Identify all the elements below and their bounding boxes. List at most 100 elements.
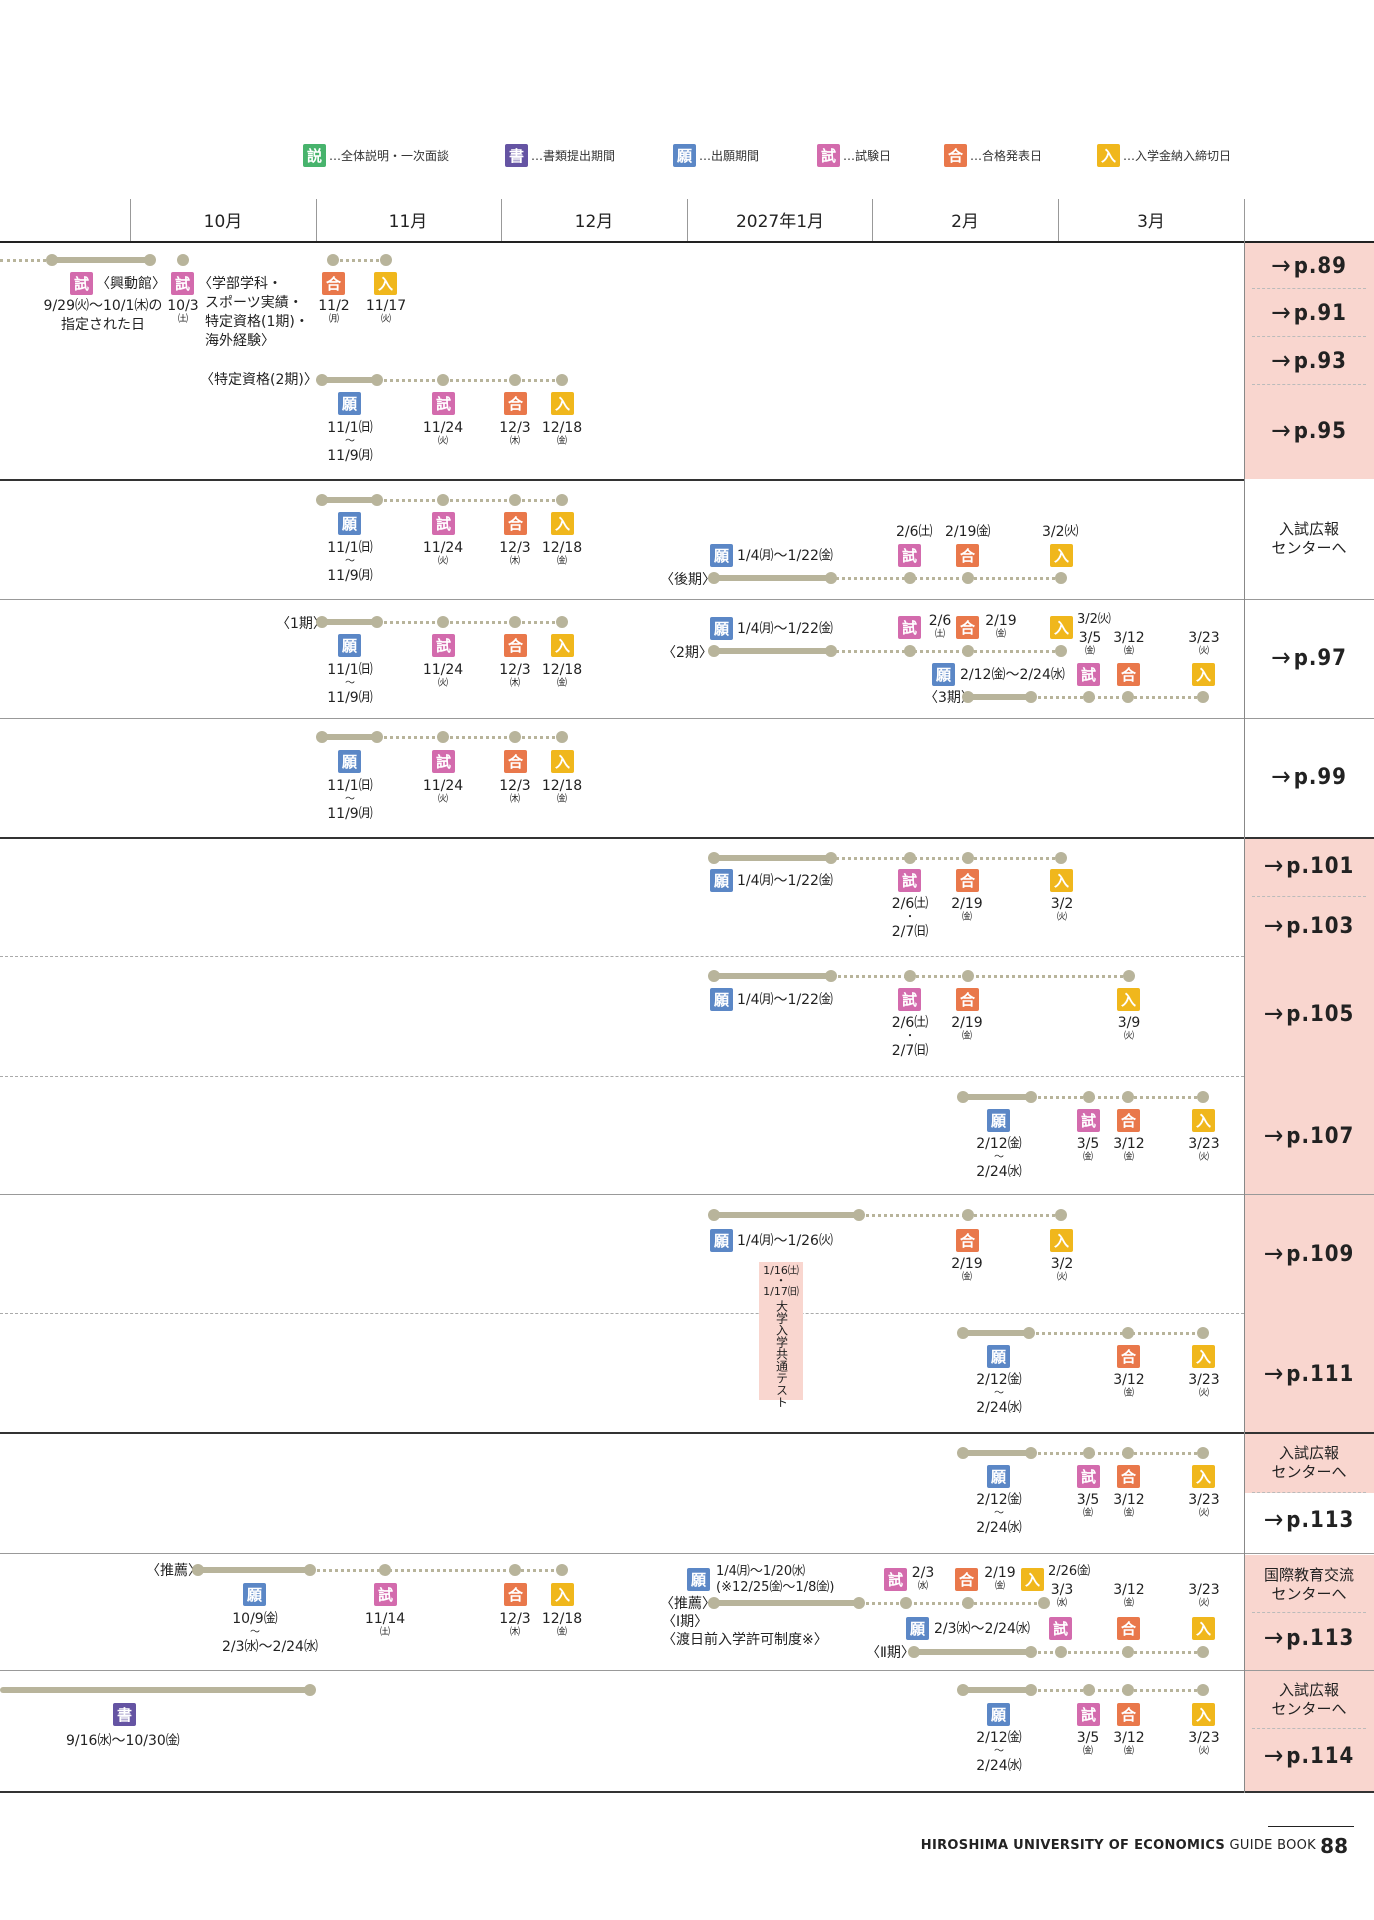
shi-icon: 試	[1077, 1703, 1100, 1726]
go-icon: 合	[1117, 1109, 1140, 1132]
timeline-dot	[1122, 691, 1134, 703]
timeline-bar	[322, 377, 377, 383]
go-icon: 合	[322, 272, 345, 295]
page-link-p113[interactable]: → p.113	[1244, 1620, 1374, 1656]
legend-label: …合格発表日	[970, 149, 1043, 163]
timeline-bar	[322, 619, 377, 625]
page-link-p99[interactable]: → p.99	[1244, 759, 1374, 795]
timeline-bar	[198, 1567, 310, 1573]
go-icon: 合	[504, 392, 527, 415]
weekday: ㈮	[1085, 646, 1095, 657]
month-dec: 12月	[574, 212, 614, 232]
weekday: ㈫	[381, 314, 391, 325]
timeline-dot	[904, 852, 916, 864]
page-link-p101[interactable]: → p.101	[1244, 848, 1374, 884]
shi-icon: 試	[374, 1583, 397, 1606]
month-mar: 3月	[1137, 212, 1165, 232]
date-text: 3/12 ㈮	[1108, 630, 1150, 658]
footer-university: HIROSHIMA UNIVERSITY OF ECONOMICS	[920, 1838, 1226, 1853]
nyu-icon: 入	[1192, 1465, 1215, 1488]
shi-icon: 試	[1077, 1109, 1100, 1132]
date-text: 3/23 ㈫	[1182, 630, 1226, 658]
suisen-label: 〈推薦〉	[146, 1563, 202, 1579]
arrow-right-icon: →	[1263, 1623, 1285, 1653]
date-text: 3/2㈫	[1042, 524, 1079, 540]
date: 3/12	[1113, 1136, 1145, 1152]
page-link-p109[interactable]: → p.109	[1244, 1236, 1374, 1272]
page-link-p93[interactable]: → p.93	[1244, 343, 1374, 379]
page-link-p105[interactable]: → p.105	[1244, 996, 1374, 1032]
date-text: 3/2㈫	[1044, 896, 1080, 924]
page-link-p89[interactable]: → p.89	[1244, 248, 1374, 284]
page-ref-label: p.109	[1286, 1241, 1355, 1267]
date-text: 3/12 ㈮	[1108, 1582, 1150, 1610]
page-link-p97[interactable]: → p.97	[1244, 640, 1374, 676]
nyu-icon: 入	[551, 1583, 574, 1606]
weekday: ㈫	[438, 556, 448, 567]
date: 1/17㈰	[763, 1285, 799, 1298]
page-link-p103[interactable]: → p.103	[1244, 908, 1374, 944]
timeline-dot	[556, 1564, 568, 1576]
timeline-bar	[714, 575, 831, 581]
page-ref-column	[1244, 1555, 1374, 1793]
range-mark: 〜	[345, 556, 355, 567]
date: 3/2	[1050, 1256, 1074, 1272]
category-label: 特定資格(1期)・	[205, 314, 309, 330]
footer-text: HIROSHIMA UNIVERSITY OF ECONOMICS GUIDE …	[921, 1838, 1316, 1853]
shi-icon: 試	[898, 544, 921, 567]
divider	[130, 199, 131, 241]
timeline-dot	[1055, 645, 1067, 657]
date-text: 11/17 ㈫	[363, 298, 409, 326]
page-link-p95[interactable]: → p.95	[1244, 413, 1374, 449]
date: 2/12㈮	[976, 1372, 1022, 1388]
page-link-p91[interactable]: → p.91	[1244, 295, 1374, 331]
timeline-dots	[1031, 696, 1203, 699]
date-text: 3/5 ㈮	[1070, 1730, 1106, 1758]
go-icon: 合	[1117, 663, 1140, 686]
divider	[872, 199, 873, 241]
page-link-p114[interactable]: → p.114	[1244, 1738, 1374, 1774]
date-text: 12/18 ㈮	[539, 540, 585, 568]
timeline-bar	[714, 855, 831, 861]
ki-label: 〈Ⅱ期〉	[866, 1645, 915, 1661]
timeline-dots	[831, 975, 1129, 978]
date: 12/18	[541, 540, 583, 556]
timeline-dot	[46, 254, 58, 266]
gan-icon: 願	[710, 988, 733, 1011]
timeline-bar	[0, 1687, 310, 1693]
shi-icon: 試	[898, 988, 921, 1011]
date: 12/18	[541, 1611, 583, 1627]
date-text: 10/3 ㈯	[163, 298, 203, 326]
page-ref-label: p.97	[1293, 645, 1347, 671]
arrow-right-icon: →	[1271, 251, 1292, 281]
nyu-icon: 入	[551, 750, 574, 773]
date: 11/1㈰	[327, 540, 373, 556]
range-mark: 〜	[345, 794, 355, 805]
page-link-p111[interactable]: → p.111	[1244, 1356, 1374, 1392]
nyu-icon: 入	[1192, 1109, 1215, 1132]
date-text: 2/12㈮〜2/24㈬	[970, 1136, 1028, 1180]
weekday: ㈭	[510, 678, 520, 689]
koudoukan-label: 〈興動館〉	[96, 276, 166, 292]
sho-icon: 書	[505, 144, 528, 167]
timeline-dot	[1197, 691, 1209, 703]
nyu-icon: 入	[1021, 1568, 1044, 1591]
divider	[687, 199, 688, 241]
timeline-dots	[859, 1602, 1044, 1605]
date-text: 3/9 ㈫	[1111, 1015, 1147, 1043]
timeline-bar	[714, 648, 831, 654]
date-text: 9/16㈬〜10/30㈮	[66, 1733, 180, 1749]
page-link-p107[interactable]: → p.107	[1244, 1118, 1374, 1154]
center-label: 入試広報 センターへ	[1271, 520, 1347, 557]
timeline-dot	[556, 731, 568, 743]
arrow-right-icon: →	[1271, 762, 1292, 792]
arrow-right-icon: →	[1263, 1359, 1285, 1389]
date: 11/1㈰	[327, 778, 373, 794]
timeline-dots	[831, 857, 1061, 860]
nyu-icon: 入	[1117, 988, 1140, 1011]
timeline-dot	[192, 1564, 204, 1576]
page-link-p113[interactable]: → p.113	[1244, 1502, 1374, 1538]
timeline-dots	[333, 259, 385, 262]
shi-icon: 試	[1077, 663, 1100, 686]
nyu-icon: 入	[1192, 1703, 1215, 1726]
